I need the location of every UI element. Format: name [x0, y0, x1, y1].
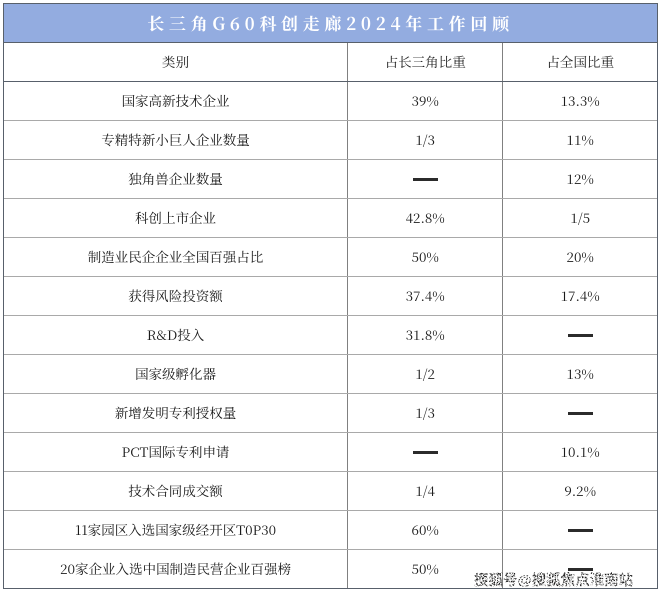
svg-text:搜狐号@搜狐焦点淮南站: 搜狐号@搜狐焦点淮南站 [474, 571, 634, 589]
